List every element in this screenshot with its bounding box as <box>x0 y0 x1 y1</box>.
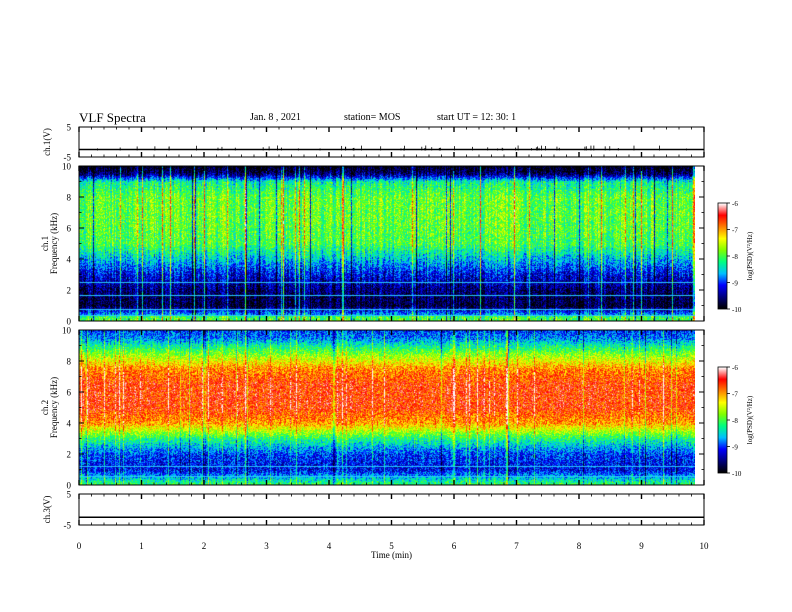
y-tick-label: 0 <box>67 317 72 327</box>
y-tick-label: 6 <box>67 388 72 398</box>
x-tick-label: 0 <box>77 541 82 551</box>
colorbar-label: log(PSD)(V²/Hz) <box>746 231 754 280</box>
y-tick-label: 5 <box>67 490 72 500</box>
colorbar-tick-label: -6 <box>732 364 738 372</box>
y-tick-label: 10 <box>62 326 72 336</box>
y-tick-label: 0 <box>67 481 72 491</box>
x-tick-label: 4 <box>327 541 332 551</box>
y-tick-label: 4 <box>67 419 72 429</box>
colorbar-tick-label: -8 <box>732 253 738 261</box>
y-tick-label: 2 <box>67 286 72 296</box>
axes-layer <box>78 126 730 526</box>
date-label: Jan. 8 , 2021 <box>250 112 301 123</box>
x-tick-label: 10 <box>700 541 710 551</box>
y-axis-label: ch.1 <box>40 236 50 251</box>
colorbar-tick-label: -9 <box>732 444 738 452</box>
y-tick-label: -5 <box>64 153 72 163</box>
y-axis-label: ch.2 <box>40 400 50 415</box>
colorbar-label: log(PSD)(V²/Hz) <box>746 395 754 444</box>
colorbar-ch1 <box>718 203 727 309</box>
labels-layer: -6 -7 -8 -9 -10 log(PSD)(V²/Hz) -6 -7 -8 -9 -10 log… <box>40 123 754 561</box>
colorbar-tick-label: -10 <box>732 306 742 314</box>
y-tick-label: -5 <box>64 521 72 531</box>
y-axis-label: Frequency (kHz) <box>49 377 59 438</box>
x-tick-label: 5 <box>389 541 394 551</box>
x-tick-label: 8 <box>577 541 582 551</box>
y-tick-label: 4 <box>67 255 72 265</box>
colorbar-tick-label: -9 <box>732 280 738 288</box>
spectrogram-layer <box>79 145 727 519</box>
colorbar-tick-label: -7 <box>732 227 738 235</box>
colorbar-tick-label: -8 <box>732 417 738 425</box>
x-tick-label: 2 <box>202 541 207 551</box>
x-tick-label: 7 <box>514 541 519 551</box>
y-axis-label: ch.1(V) <box>42 128 52 156</box>
figure-title: VLF Spectra <box>79 110 146 125</box>
y-axis-label: Frequency (kHz) <box>49 213 59 274</box>
x-tick-label: 1 <box>139 541 144 551</box>
spectrogram-ch2 <box>79 330 695 485</box>
colorbar-tick-label: -6 <box>732 200 738 208</box>
y-tick-label: 10 <box>62 162 72 172</box>
x-tick-label: 3 <box>264 541 269 551</box>
colorbar-tick-label: -7 <box>732 391 738 399</box>
start-ut-label: start UT = 12: 30: 1 <box>437 112 517 123</box>
station-label: station= MOS <box>344 112 401 123</box>
y-tick-label: 8 <box>67 193 72 203</box>
spectrogram-ch1 <box>79 166 695 321</box>
x-tick-label: 9 <box>639 541 644 551</box>
y-tick-label: 6 <box>67 224 72 234</box>
y-tick-label: 5 <box>67 123 72 133</box>
y-axis-label: ch.3(V) <box>42 496 52 524</box>
colorbar-ch2 <box>718 367 727 473</box>
colorbar-tick-label: -10 <box>732 470 742 478</box>
x-axis-label: Time (min) <box>371 550 412 560</box>
x-tick-label: 6 <box>452 541 457 551</box>
y-tick-label: 8 <box>67 357 72 367</box>
y-tick-label: 2 <box>67 450 72 460</box>
